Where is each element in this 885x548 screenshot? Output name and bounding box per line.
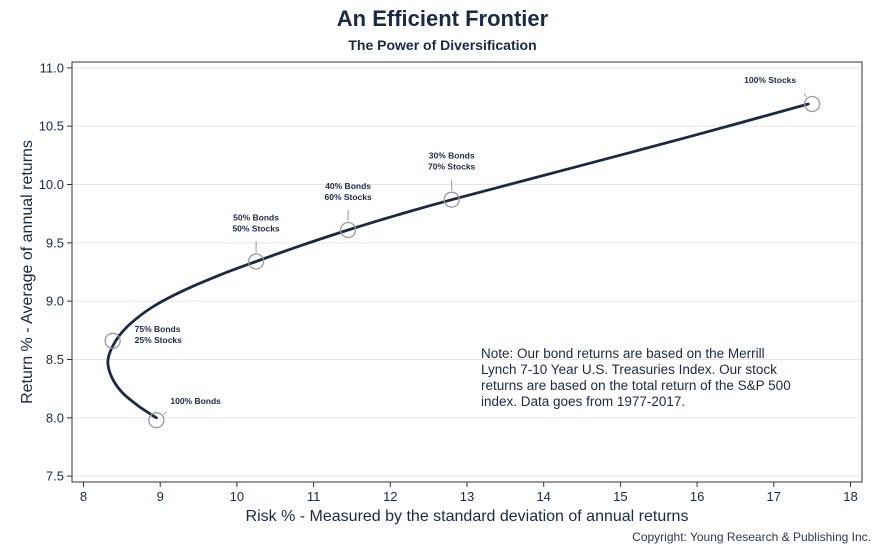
y-tick-label: 8.0 (46, 410, 64, 425)
portfolio-label: 40% Bonds 60% Stocks (324, 181, 372, 202)
portfolio-label-line: 70% Stocks (428, 162, 476, 172)
x-tick-label: 10 (230, 489, 244, 504)
portfolio-marker (104, 332, 121, 349)
chart-title: An Efficient Frontier (336, 6, 549, 31)
y-tick-label: 8.5 (46, 352, 64, 367)
y-tick-label: 10.5 (39, 119, 64, 134)
portfolio-label-line: 75% Bonds (135, 324, 181, 334)
chart-subtitle: The Power of Diversification (348, 37, 537, 53)
portfolio-label: 30% Bonds 70% Stocks (428, 151, 476, 172)
portfolio-label-line: 100% Bonds (170, 396, 221, 406)
portfolio-label-line: 60% Stocks (324, 192, 372, 202)
frontier-line (106, 102, 810, 420)
portfolio-marker (247, 253, 265, 270)
x-tick-label: 14 (536, 489, 550, 504)
portfolio-marker (443, 191, 460, 208)
portfolio-label-line: 30% Bonds (429, 151, 475, 161)
y-axis-label: Return % - Average of annual returns (19, 140, 36, 404)
x-tick-label: 9 (157, 489, 164, 504)
y-tick-label: 10.0 (39, 177, 64, 192)
y-tick-label: 9.5 (46, 235, 64, 250)
leader-line (803, 93, 807, 98)
leader-line (163, 411, 167, 415)
x-tick-label: 17 (767, 489, 781, 504)
x-axis-label: Risk % - Measured by the standard deviat… (246, 508, 689, 525)
portfolio-label-line: 25% Stocks (135, 335, 183, 345)
portfolio-label-line: 50% Stocks (232, 224, 280, 234)
x-tick-label: 13 (460, 489, 474, 504)
portfolio-markers: 100% Bonds 75% Bonds 25% Stocks 50% Bonds 50… (104, 75, 821, 429)
portfolio-label: 50% Bonds 50% Stocks (232, 213, 280, 234)
y-tick-label: 9.0 (46, 294, 64, 309)
x-tick-label: 16 (690, 489, 704, 504)
portfolio-label: 75% Bonds 25% Stocks (135, 324, 183, 345)
portfolio-label-line: 100% Stocks (744, 75, 796, 85)
note-text: Note: Our bond returns are based on the … (481, 346, 791, 409)
x-tick-label: 12 (383, 489, 397, 504)
portfolio-label-line: 40% Bonds (325, 181, 371, 191)
plot-frame (71, 61, 863, 483)
x-tick-label: 8 (80, 489, 87, 504)
x-axis-ticks: 8 9 10 11 12 13 14 15 16 17 18 (80, 482, 858, 504)
x-tick-label: 18 (843, 489, 857, 504)
copyright-text: Copyright: Young Research & Publishing I… (632, 530, 871, 544)
portfolio-label: 100% Bonds (170, 396, 221, 406)
y-axis-ticks: 7.5 8.0 8.5 9.0 9.5 10.0 10.5 11.0 (39, 60, 72, 484)
portfolio-label: 100% Stocks (744, 75, 796, 85)
x-tick-label: 15 (613, 489, 627, 504)
grid-lines (72, 67, 862, 477)
y-tick-label: 11.0 (40, 60, 64, 75)
x-tick-label: 11 (307, 489, 321, 504)
portfolio-marker (148, 412, 165, 429)
y-tick-label: 7.5 (46, 469, 64, 484)
portfolio-marker (339, 221, 357, 239)
portfolio-marker (803, 95, 821, 113)
portfolio-label-line: 50% Bonds (233, 213, 279, 223)
